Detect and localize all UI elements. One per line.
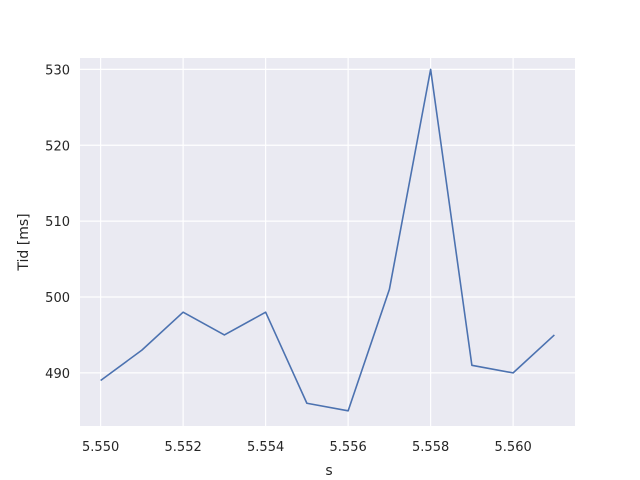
- x-tick-labels: 5.550 5.552 5.554 5.556 5.558 5.560: [82, 440, 532, 455]
- y-tick-label: 490: [45, 367, 70, 382]
- x-tick-label: 5.556: [330, 440, 367, 455]
- plot-area: [80, 58, 575, 426]
- y-tick-label: 510: [45, 215, 70, 230]
- y-tick-label: 500: [45, 291, 70, 306]
- x-tick-label: 5.552: [165, 440, 202, 455]
- x-tick-label: 5.554: [247, 440, 284, 455]
- x-tick-label: 5.558: [412, 440, 449, 455]
- series-line: [100, 68, 555, 412]
- y-tick-labels: 490 500 510 520 530: [45, 63, 70, 382]
- grid-lines: [80, 58, 575, 426]
- series-group: [100, 68, 555, 412]
- y-axis-label: Tid [ms]: [16, 213, 32, 271]
- x-tick-label: 5.550: [82, 440, 119, 455]
- y-tick-label: 530: [45, 63, 70, 78]
- x-tick-label: 5.560: [495, 440, 532, 455]
- y-tick-label: 520: [45, 139, 70, 154]
- x-axis-label: s: [325, 463, 332, 479]
